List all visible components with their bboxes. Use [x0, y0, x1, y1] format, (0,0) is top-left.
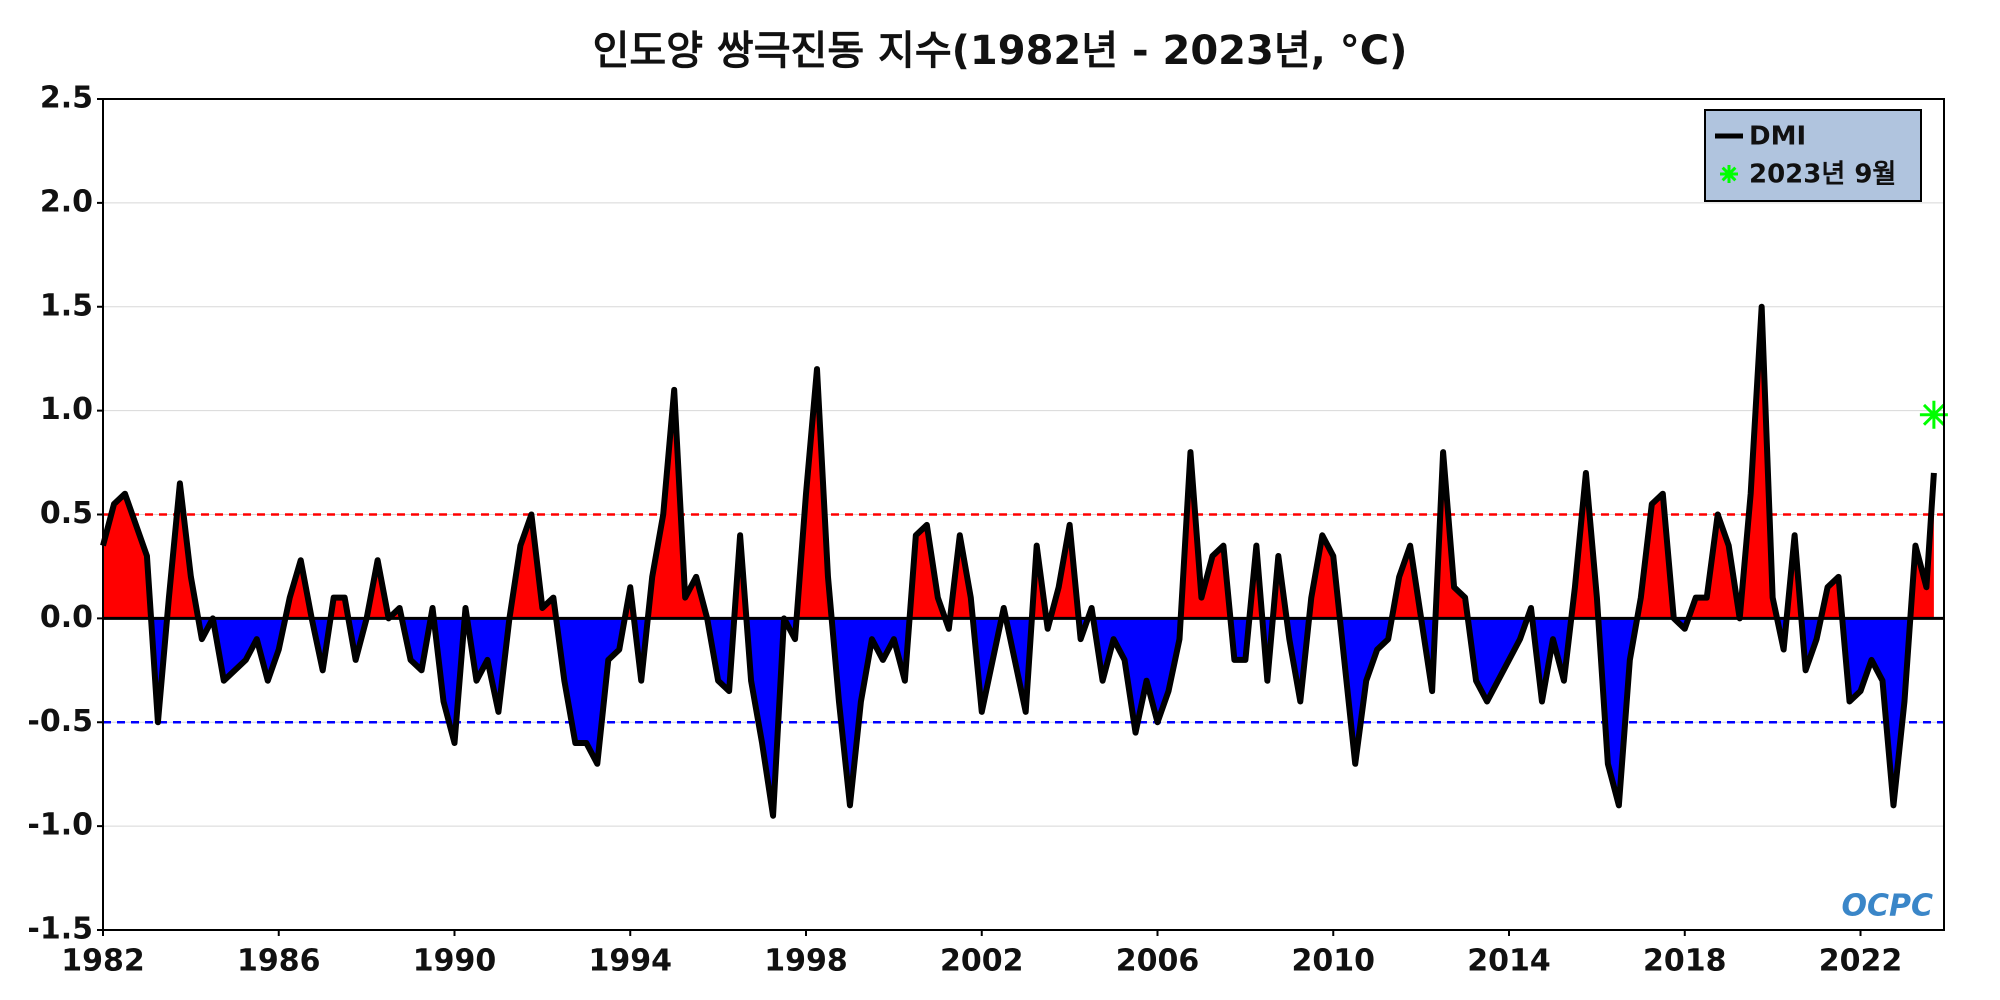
plot-frame	[102, 98, 1945, 931]
y-tick-label: 2.5	[40, 81, 93, 116]
x-tick-label: 1994	[589, 944, 673, 979]
x-tick-label: 2002	[940, 944, 1024, 979]
legend-label: DMI	[1749, 122, 1806, 152]
y-tick-label: 0.5	[40, 496, 93, 531]
legend-box	[1704, 109, 1922, 202]
y-tick-label: 1.5	[40, 288, 93, 323]
y-tick-label: -1.5	[27, 912, 93, 947]
x-tick-label: 1986	[237, 944, 321, 979]
x-tick-label: 1990	[413, 944, 497, 979]
y-tick-label: 0.0	[40, 600, 93, 635]
dmi-line	[100, 303, 1937, 819]
highlight-star	[1720, 165, 1738, 183]
x-tick-label: 2018	[1643, 944, 1727, 979]
y-tick-label: 2.0	[40, 184, 93, 219]
x-tick-label: 2006	[1116, 944, 1200, 979]
y-tick-label: -1.0	[27, 808, 93, 843]
legend-label: 2023년 9월	[1749, 160, 1896, 190]
x-tick-label: 2022	[1819, 944, 1903, 979]
logo: OCPC	[1841, 889, 1933, 924]
positive-area	[103, 306, 1934, 619]
chart-title: 인도양 쌍극진동 지수(1982년 - 2023년, °C)	[593, 28, 1408, 74]
y-tick-label: 1.0	[40, 392, 93, 427]
highlight-star	[1919, 400, 1948, 429]
x-tick-label: 2014	[1467, 944, 1551, 979]
y-tick-label: -0.5	[27, 704, 93, 739]
x-tick-label: 1998	[764, 944, 848, 979]
x-tick-label: 2010	[1292, 944, 1376, 979]
x-tick-label: 1982	[61, 944, 145, 979]
